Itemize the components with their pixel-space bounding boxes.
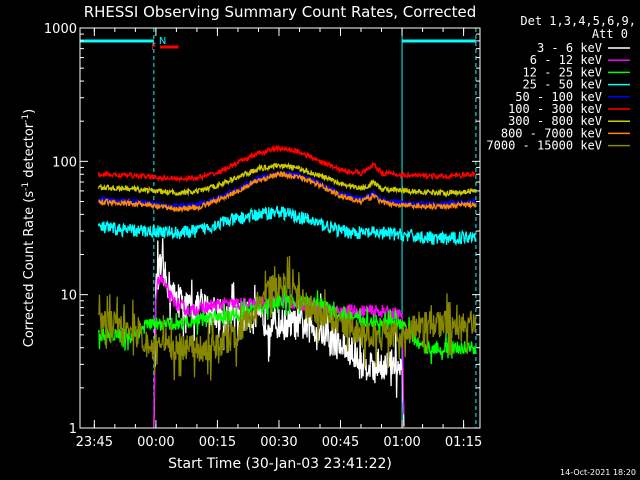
series-line-6 [97,161,477,198]
y-axis-label-sup1: -1 [21,182,31,191]
x-tick-label-3: 00:30 [260,435,297,450]
legend-label-2: 12 - 25 keV [523,65,602,79]
x-tick-label-6: 01:15 [445,435,482,450]
legend-label-4: 50 - 100 keV [515,90,602,104]
chart-title: RHESSI Observing Summary Count Rates, Co… [84,3,477,21]
series-line-0 [153,238,405,429]
legend-label-1: 6 - 12 keV [530,53,602,67]
legend-label-8: 7000 - 15000 keV [486,139,602,153]
legend-header-detectors: Det 1,3,4,5,6,9, [520,14,636,28]
series-line-7 [98,170,477,214]
y-axis-label-main: Corrected Count Rate (s [22,191,37,348]
y-tick-label-2: 100 [52,155,77,170]
x-tick-label-4: 00:45 [322,435,359,450]
x-tick-label-5: 01:00 [383,435,420,450]
y-axis-label: Corrected Count Rate (s-1 detector-1) [21,109,37,347]
series-line-5 [97,144,477,183]
legend-label-3: 25 - 50 keV [523,78,602,92]
x-tick-label-0: 23:45 [76,435,113,450]
legend-label-5: 100 - 300 keV [508,102,602,116]
footer-timestamp: 14-Oct-2021 18:20 [560,468,636,477]
plot-area: NF [79,28,477,429]
y-axis-label-mid: detector [22,122,37,182]
legend-label-6: 300 - 800 keV [508,114,602,128]
x-axis-ticks: 23:45 00:00 00:15 00:30 00:45 01:00 01:15 [76,28,482,450]
x-tick-label-2: 00:15 [199,435,236,450]
y-axis-label-sup2: -1 [21,114,31,123]
legend-label-7: 800 - 7000 keV [501,126,602,140]
legend-header-attenuator: Att 0 [592,27,628,41]
y-tick-label-0: 1 [69,422,77,437]
flare-bar-label: F [151,42,157,53]
series-line-3 [97,205,477,247]
y-axis-ticks: 1 10 100 1000 [44,22,480,437]
x-tick-label-1: 00:00 [137,435,174,450]
night-bar-label: N [159,36,166,47]
legend-label-0: 3 - 6 keV [537,41,602,55]
plot-frame [79,27,481,429]
x-axis-label: Start Time (30-Jan-03 23:41:22) [168,456,392,472]
series-line-8 [97,255,477,381]
y-tick-label-1: 10 [60,289,77,304]
y-axis-label-end: ) [22,109,37,114]
y-tick-label-3: 1000 [44,22,77,37]
